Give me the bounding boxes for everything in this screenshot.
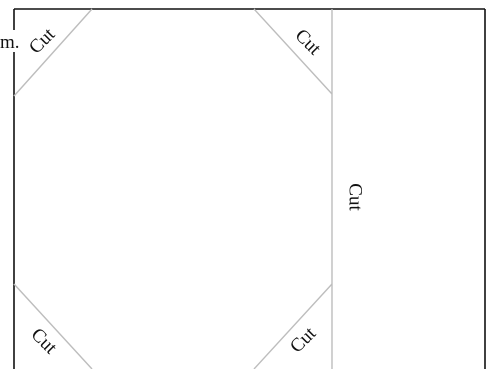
fragment-text: m. bbox=[0, 32, 20, 53]
diagonal-cut-line-top-left bbox=[13, 8, 93, 97]
diagonal-cut-line-bottom-left bbox=[13, 283, 93, 369]
cut-label-middle: Cut bbox=[345, 183, 366, 211]
diagonal-cut-line-top-right bbox=[253, 8, 333, 95]
fragment-text-backing bbox=[0, 30, 24, 52]
diagonal-cut-line-bottom-right bbox=[253, 283, 333, 369]
cut-label-top-left: Cut bbox=[25, 24, 60, 59]
